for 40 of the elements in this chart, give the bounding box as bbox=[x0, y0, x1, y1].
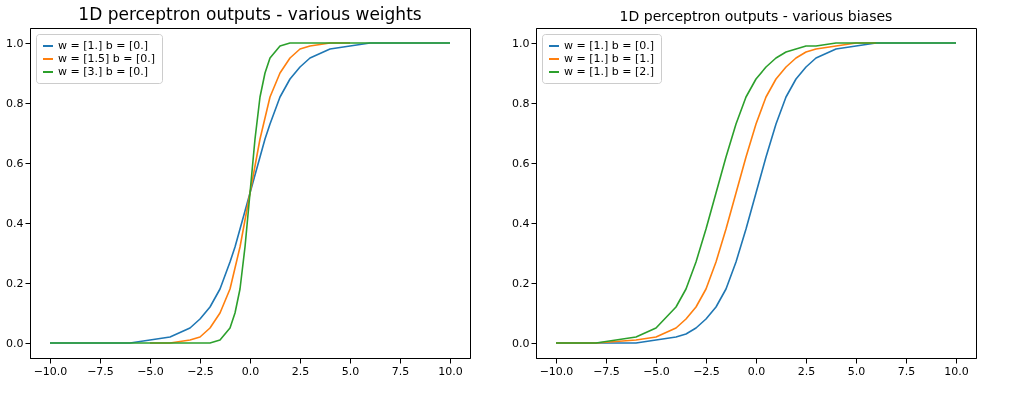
y-tick-label: 0.6 bbox=[512, 156, 530, 170]
chart-title: 1D perceptron outputs - various weights bbox=[78, 4, 422, 24]
y-tick-label: 1.0 bbox=[512, 36, 530, 50]
x-tick-label: −7.5 bbox=[87, 364, 114, 378]
x-tick-label: 2.5 bbox=[797, 364, 816, 378]
x-tick-label: 7.5 bbox=[391, 364, 410, 378]
x-tick-label: −5.0 bbox=[137, 364, 164, 378]
chart-title: 1D perceptron outputs - various biases bbox=[619, 8, 893, 24]
x-tick-label: 5.0 bbox=[847, 364, 866, 378]
x-tick-label: 0.0 bbox=[747, 364, 766, 378]
x-tick-label: 5.0 bbox=[341, 364, 360, 378]
y-tick-label: 0.4 bbox=[6, 216, 24, 230]
y-tick-label: 0.0 bbox=[512, 336, 530, 350]
legend-label: w = [3.] b = [0.] bbox=[58, 65, 149, 78]
legend-label: w = [1.5] b = [0.] bbox=[58, 52, 156, 65]
x-tick-label: 2.5 bbox=[291, 364, 310, 378]
x-tick-label: −7.5 bbox=[593, 364, 620, 378]
line-series bbox=[555, 42, 957, 344]
y-tick-label: 1.0 bbox=[6, 36, 24, 50]
legend-label: w = [1.] b = [0.] bbox=[58, 39, 149, 52]
legend-label: w = [1.] b = [0.] bbox=[564, 39, 655, 52]
y-tick-label: 0.2 bbox=[6, 276, 24, 290]
x-tick-label: −10.0 bbox=[539, 364, 574, 378]
y-tick-label: 0.8 bbox=[512, 96, 530, 110]
y-tick-label: 0.8 bbox=[6, 96, 24, 110]
x-tick-label: −2.5 bbox=[187, 364, 214, 378]
y-tick-label: 0.4 bbox=[512, 216, 530, 230]
legend-label: w = [1.] b = [1.] bbox=[564, 52, 655, 65]
x-tick-label: 0.0 bbox=[241, 364, 260, 378]
legend-label: w = [1.] b = [2.] bbox=[564, 65, 655, 78]
line-series bbox=[49, 42, 451, 344]
x-tick-label: 10.0 bbox=[438, 364, 463, 378]
x-tick-label: 7.5 bbox=[897, 364, 916, 378]
x-tick-label: −5.0 bbox=[643, 364, 670, 378]
y-tick-label: 0.0 bbox=[6, 336, 24, 350]
x-tick-label: −10.0 bbox=[33, 364, 68, 378]
x-tick-label: −2.5 bbox=[693, 364, 720, 378]
y-tick-label: 0.6 bbox=[6, 156, 24, 170]
x-tick-label: 10.0 bbox=[944, 364, 969, 378]
y-tick-label: 0.2 bbox=[512, 276, 530, 290]
